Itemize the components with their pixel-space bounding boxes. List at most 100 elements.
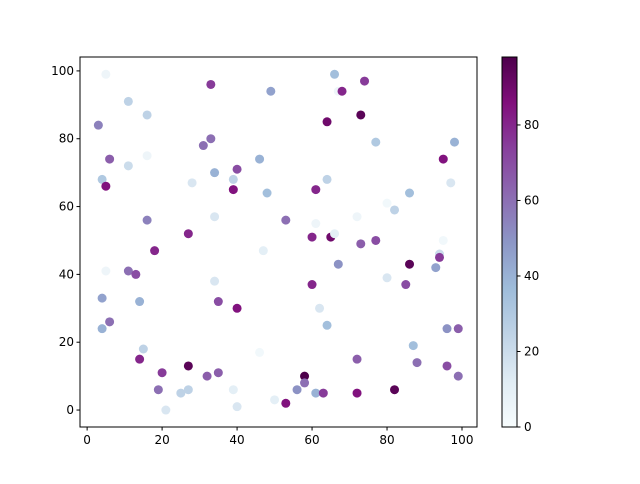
point — [142, 151, 152, 161]
point — [232, 303, 242, 313]
point — [412, 358, 422, 368]
colorbar-tick-label: 20 — [524, 344, 539, 358]
point — [93, 120, 103, 130]
point — [356, 239, 366, 249]
point — [142, 110, 152, 120]
point — [322, 174, 332, 184]
point — [390, 385, 400, 395]
point — [311, 219, 321, 229]
point — [97, 324, 107, 334]
point — [131, 269, 141, 279]
point — [435, 252, 445, 262]
point — [307, 232, 317, 242]
point — [105, 154, 115, 164]
point — [206, 79, 216, 89]
x-tick-label: 100 — [451, 433, 474, 447]
point — [405, 188, 415, 198]
point — [330, 229, 340, 239]
y-tick-label: 80 — [59, 132, 74, 146]
point — [101, 69, 111, 79]
point — [371, 235, 381, 245]
point — [356, 110, 366, 120]
x-tick-label: 0 — [83, 433, 91, 447]
point — [390, 205, 400, 215]
point — [258, 246, 268, 256]
point — [161, 405, 171, 415]
point — [382, 273, 392, 283]
point — [157, 368, 167, 378]
point — [187, 178, 197, 188]
point — [198, 141, 208, 151]
colorbar-tick-label: 0 — [524, 420, 532, 434]
point — [228, 174, 238, 184]
point — [281, 398, 291, 408]
point — [300, 378, 310, 388]
point — [315, 303, 325, 313]
y-tick-label: 20 — [59, 335, 74, 349]
point — [322, 320, 332, 330]
point — [123, 266, 133, 276]
point — [405, 259, 415, 269]
point — [262, 188, 272, 198]
point — [401, 280, 411, 290]
colorbar-tick-label: 40 — [524, 269, 539, 283]
point — [138, 344, 148, 354]
point — [97, 174, 107, 184]
point — [228, 185, 238, 195]
point — [292, 385, 302, 395]
point — [450, 137, 460, 147]
point — [232, 164, 242, 174]
point — [453, 371, 463, 381]
y-tick-label: 100 — [51, 64, 74, 78]
point — [266, 86, 276, 96]
y-tick-label: 60 — [59, 200, 74, 214]
point — [382, 198, 392, 208]
x-tick-label: 40 — [229, 433, 244, 447]
point — [281, 215, 291, 225]
x-tick-label: 80 — [379, 433, 394, 447]
point — [337, 86, 347, 96]
point — [442, 324, 452, 334]
point — [446, 178, 456, 188]
point — [142, 215, 152, 225]
point — [352, 354, 362, 364]
point — [322, 117, 332, 127]
point — [213, 368, 223, 378]
point — [352, 212, 362, 222]
point — [101, 266, 111, 276]
point — [300, 371, 310, 381]
point — [123, 161, 133, 171]
point — [255, 154, 265, 164]
x-tick-label: 20 — [154, 433, 169, 447]
point — [408, 341, 418, 351]
point — [213, 297, 223, 307]
point — [311, 388, 321, 398]
point — [210, 168, 220, 178]
x-tick-label: 60 — [304, 433, 319, 447]
point — [311, 185, 321, 195]
point — [307, 280, 317, 290]
y-tick-label: 0 — [66, 403, 74, 417]
y-tick-label: 40 — [59, 267, 74, 281]
point — [97, 293, 107, 303]
point — [105, 317, 115, 327]
point — [330, 69, 340, 79]
point — [153, 385, 163, 395]
point — [232, 402, 242, 412]
point — [176, 388, 186, 398]
point — [453, 324, 463, 334]
point — [183, 229, 193, 239]
point — [442, 361, 452, 371]
colorbar-tick-label: 80 — [524, 118, 539, 132]
point — [431, 263, 441, 273]
colorbar-tick-label: 60 — [524, 193, 539, 207]
point — [183, 385, 193, 395]
point — [123, 96, 133, 106]
point — [150, 246, 160, 256]
point — [255, 347, 265, 357]
point — [360, 76, 370, 86]
point — [210, 276, 220, 286]
point — [352, 388, 362, 398]
